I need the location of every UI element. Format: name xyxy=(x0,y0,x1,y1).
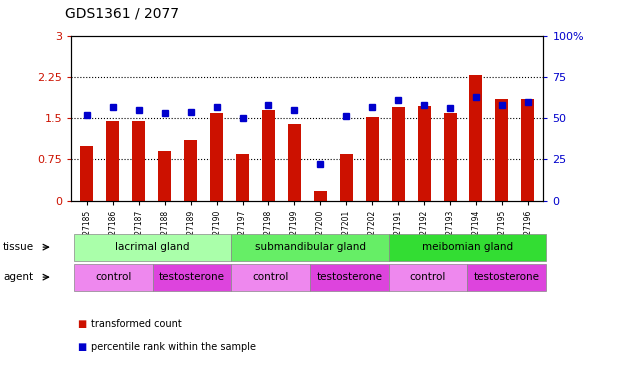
Text: lacrimal gland: lacrimal gland xyxy=(116,242,190,252)
Text: control: control xyxy=(95,272,132,282)
Bar xyxy=(158,151,171,201)
Bar xyxy=(184,140,197,201)
Bar xyxy=(288,124,301,201)
Bar xyxy=(81,146,93,201)
Bar xyxy=(522,99,534,201)
Bar xyxy=(106,121,119,201)
Text: ■: ■ xyxy=(78,342,87,352)
Bar xyxy=(314,191,327,201)
Text: submandibular gland: submandibular gland xyxy=(255,242,366,252)
Bar xyxy=(132,121,145,201)
Bar xyxy=(496,99,509,201)
Bar xyxy=(392,107,405,201)
Text: control: control xyxy=(253,272,289,282)
Bar xyxy=(469,75,483,201)
Bar xyxy=(262,110,275,201)
Text: transformed count: transformed count xyxy=(91,320,182,329)
Bar xyxy=(366,117,379,201)
Text: testosterone: testosterone xyxy=(474,272,540,282)
Text: tissue: tissue xyxy=(3,242,34,252)
Text: meibomian gland: meibomian gland xyxy=(422,242,513,252)
Text: percentile rank within the sample: percentile rank within the sample xyxy=(91,342,256,352)
Text: control: control xyxy=(410,272,446,282)
Bar xyxy=(340,154,353,201)
Bar xyxy=(210,112,223,201)
Bar xyxy=(417,106,430,201)
Bar xyxy=(443,112,456,201)
Text: testosterone: testosterone xyxy=(316,272,383,282)
Text: GDS1361 / 2077: GDS1361 / 2077 xyxy=(65,7,179,21)
Bar xyxy=(236,154,249,201)
Text: ■: ■ xyxy=(78,320,87,329)
Text: testosterone: testosterone xyxy=(159,272,225,282)
Text: agent: agent xyxy=(3,272,34,282)
